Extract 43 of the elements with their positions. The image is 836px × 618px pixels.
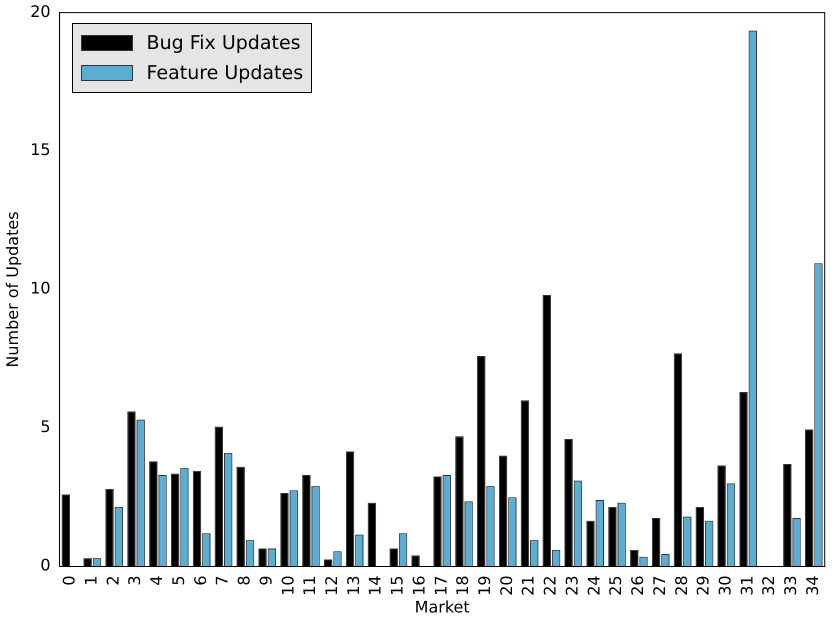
x-tick-label: 3 [125, 575, 144, 586]
x-tick-label: 10 [278, 575, 298, 596]
x-tick-label: 18 [453, 575, 472, 596]
x-tick-label: 14 [366, 575, 385, 596]
x-tick-label: 21 [518, 575, 538, 596]
x-tick-label: 33 [781, 575, 800, 596]
x-tick-label: 15 [388, 575, 407, 596]
x-tick-label: 12 [322, 575, 341, 596]
x-tick-label: 17 [431, 575, 450, 596]
x-tick-label: 8 [234, 575, 254, 586]
legend-label: Feature Updates [146, 62, 304, 84]
x-tick-label: 20 [496, 575, 516, 596]
x-tick-label: 31 [737, 575, 756, 596]
x-tick-label: 11 [300, 575, 320, 596]
x-tick-label: 25 [606, 575, 626, 596]
legend-label: Bug Fix Updates [146, 32, 301, 54]
y-tick-label: 15 [30, 140, 51, 160]
x-tick-label: 16 [409, 575, 428, 596]
x-tick-label: 28 [672, 575, 691, 596]
x-tick-label: 2 [103, 575, 122, 586]
x-tick-label: 34 [802, 575, 822, 596]
x-tick-label: 24 [584, 575, 604, 596]
x-tick-label: 19 [475, 575, 494, 596]
x-tick-label: 23 [562, 575, 582, 596]
x-tick-label: 26 [628, 575, 648, 596]
x-tick-label: 9 [256, 575, 276, 586]
x-axis-title: Market [414, 598, 470, 617]
y-tick-label: 20 [30, 2, 51, 21]
x-tick-label: 29 [694, 575, 713, 596]
y-axis-title: Number of Updates [2, 211, 22, 368]
x-tick-label: 27 [650, 575, 669, 596]
x-tick-label: 32 [759, 575, 778, 596]
x-tick-label: 5 [168, 575, 188, 586]
x-tick-label: 1 [82, 575, 101, 586]
y-tick-label: 5 [40, 417, 51, 436]
x-tick-label: 13 [344, 575, 363, 596]
x-tick-label: 0 [60, 575, 79, 586]
y-tick-label: 10 [30, 278, 51, 298]
x-tick-label: 30 [715, 575, 734, 596]
x-tick-label: 7 [212, 575, 232, 586]
x-tick-label: 4 [147, 575, 166, 586]
x-tick-label: 6 [190, 575, 210, 586]
x-tick-label: 22 [540, 575, 560, 596]
